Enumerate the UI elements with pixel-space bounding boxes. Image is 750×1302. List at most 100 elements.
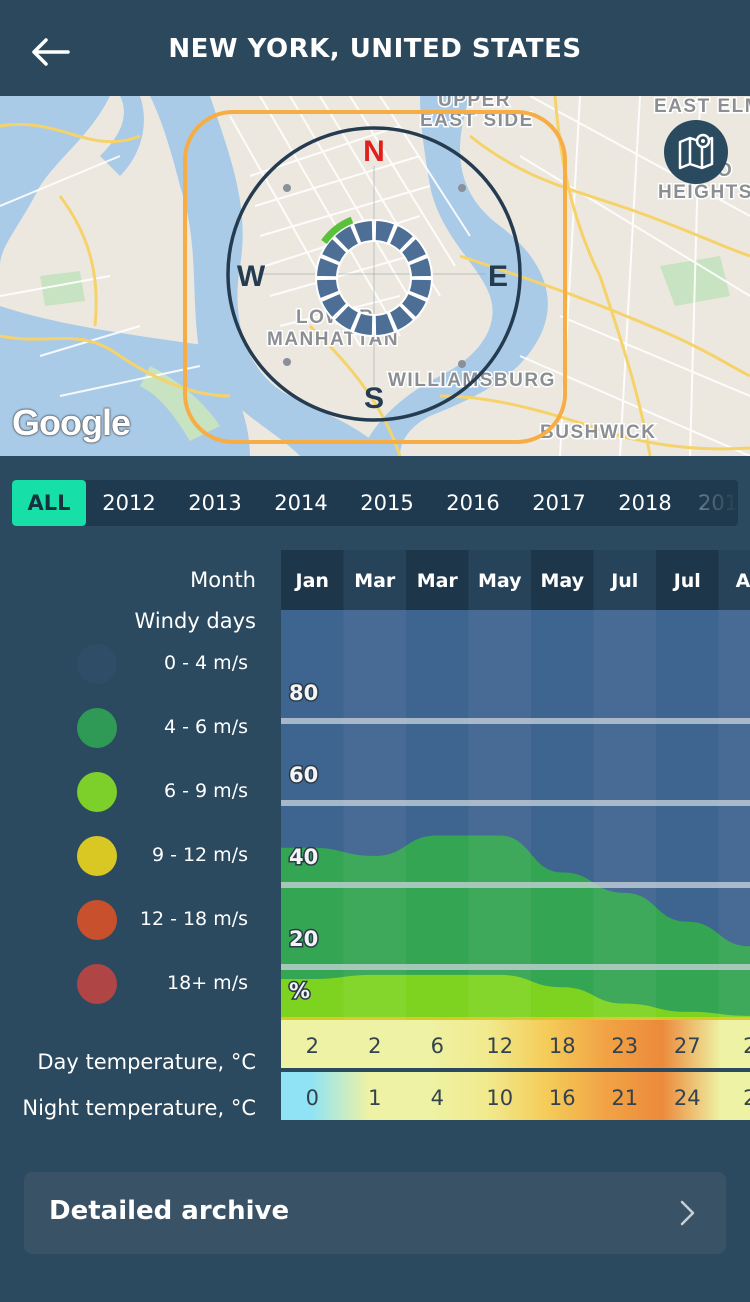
- map-canvas: UPPER EAST SIDE EAST ELM HEIGHTS LOWER M…: [0, 96, 750, 456]
- month-header-cell: [718, 550, 750, 610]
- wind-rose: [314, 216, 434, 338]
- legend-range-9-12: 9 - 12 m/s: [151, 844, 248, 866]
- wind-rose-segment: [332, 223, 361, 253]
- month-header-cell: [531, 550, 594, 610]
- day-temp-label: Day temperature, °C: [37, 1050, 256, 1074]
- month-label: Jul: [609, 570, 638, 592]
- map-label-heights: HEIGHTS: [658, 182, 750, 203]
- detailed-archive-button[interactable]: Detailed archive: [24, 1172, 726, 1254]
- wind-rose-segment: [319, 236, 349, 265]
- tab-2013[interactable]: 2013: [188, 491, 242, 515]
- tab-2012[interactable]: 2012: [102, 491, 156, 515]
- wind-rose-segment: [407, 277, 434, 301]
- tab-2017[interactable]: 2017: [532, 491, 586, 515]
- wind-rose-segment: [319, 291, 349, 320]
- month-label: Mar: [417, 570, 459, 592]
- google-logo: Google: [12, 402, 131, 443]
- night-temp-value: 0: [306, 1086, 319, 1110]
- map-view-button[interactable]: [664, 120, 728, 184]
- y-tick-label: 80: [289, 681, 318, 705]
- night-temp-value: 1: [368, 1086, 381, 1110]
- arrow-left-icon: [32, 38, 70, 66]
- day-temp-value: 2: [306, 1034, 319, 1058]
- month-header-cell: [593, 550, 657, 610]
- legend-dot-0-4: [77, 644, 117, 684]
- series-area-1: [281, 835, 750, 1020]
- wind-rose-segment: [314, 255, 341, 279]
- map-pin-icon: [678, 133, 714, 170]
- wind-rose-segment: [351, 311, 375, 338]
- legend-dot-6-9: [77, 772, 117, 812]
- tab-2019[interactable]: 201: [697, 491, 738, 515]
- legend-dot-4-6: [77, 708, 117, 748]
- legend-range-18-plus: 18+ m/s: [167, 972, 248, 994]
- gridline: [281, 800, 750, 806]
- wind-rose-segment: [399, 291, 429, 320]
- y-tick-label: 40: [289, 845, 318, 869]
- night-temp-value: 4: [431, 1086, 444, 1110]
- column-shade: [593, 610, 656, 1020]
- day-temp-value: 6: [431, 1034, 444, 1058]
- month-label: Jan: [294, 570, 329, 592]
- month-label: May: [540, 570, 584, 592]
- legend-range-4-6: 4 - 6 m/s: [164, 716, 248, 738]
- year-tabs: ALL 2012 2013 2014 2015 2016 2017 2018 2…: [12, 480, 738, 526]
- wind-rose-gust-arc: [321, 216, 354, 245]
- tab-2014[interactable]: 2014: [274, 491, 328, 515]
- month-label: Au: [736, 570, 750, 592]
- column-shade: [468, 610, 531, 1020]
- wind-rose-segment: [373, 311, 397, 338]
- chevron-right-icon: [680, 1200, 695, 1226]
- tab-all[interactable]: ALL: [12, 480, 86, 526]
- month-label: Mar: [354, 570, 396, 592]
- gridline: [281, 964, 750, 970]
- legend-range-6-9: 6 - 9 m/s: [164, 780, 248, 802]
- tab-2015[interactable]: 2015: [360, 491, 414, 515]
- day-temp-value: 2: [368, 1034, 381, 1058]
- night-temp-label: Night temperature, °C: [22, 1096, 256, 1120]
- windy-days-label: Windy days: [134, 609, 256, 633]
- archive-label: Detailed archive: [49, 1196, 290, 1226]
- day-temp-value: 2: [743, 1034, 750, 1058]
- month-header-cell: [343, 550, 407, 610]
- y-tick-label: 20: [289, 927, 318, 951]
- wind-rose-segment: [314, 277, 341, 301]
- compass-west: W: [237, 260, 266, 293]
- night-temp-row: [281, 1072, 750, 1120]
- month-header-cell: [468, 550, 532, 610]
- map[interactable]: UPPER EAST SIDE EAST ELM HEIGHTS LOWER M…: [0, 96, 750, 456]
- y-tick-label: 60: [289, 763, 318, 787]
- compass-south: S: [364, 382, 384, 415]
- month-label: Jul: [672, 570, 701, 592]
- legend-range-12-18: 12 - 18 m/s: [139, 908, 248, 930]
- wind-rose-segment: [407, 255, 434, 279]
- legend-range-0-4: 0 - 4 m/s: [164, 652, 248, 674]
- legend-dot-18-plus: [77, 964, 117, 1004]
- gridline: [281, 882, 750, 888]
- gridline: [281, 718, 750, 724]
- map-label-upper: UPPER: [438, 96, 511, 111]
- night-temp-value: 2: [743, 1086, 750, 1110]
- tab-2016[interactable]: 2016: [446, 491, 500, 515]
- map-label-east-elm: EAST ELM: [654, 96, 750, 117]
- back-button[interactable]: [24, 26, 76, 78]
- legend-dot-12-18: [77, 900, 117, 940]
- y-tick-label: %: [289, 979, 310, 1003]
- tab-2018[interactable]: 2018: [618, 491, 672, 515]
- month-header-cell: [656, 550, 719, 610]
- day-temp-value: 18: [549, 1034, 576, 1058]
- night-temp-value: 16: [549, 1086, 576, 1110]
- day-temp-value: 23: [611, 1034, 638, 1058]
- day-temp-value: 27: [674, 1034, 701, 1058]
- wind-chart[interactable]: JanMarMarMayMayJulJulAu80604020%22612182…: [281, 550, 750, 1120]
- month-label: May: [478, 570, 522, 592]
- map-label-williamsburg: WILLIAMSBURG: [388, 370, 556, 391]
- month-header-cell: [406, 550, 469, 610]
- header: NEW YORK, UNITED STATES: [0, 0, 750, 96]
- day-temp-row: [281, 1020, 750, 1068]
- column-shade: [343, 610, 406, 1020]
- night-temp-value: 10: [486, 1086, 513, 1110]
- day-temp-value: 12: [486, 1034, 513, 1058]
- wind-rose-segment: [373, 218, 397, 245]
- month-header-cell: [281, 550, 344, 610]
